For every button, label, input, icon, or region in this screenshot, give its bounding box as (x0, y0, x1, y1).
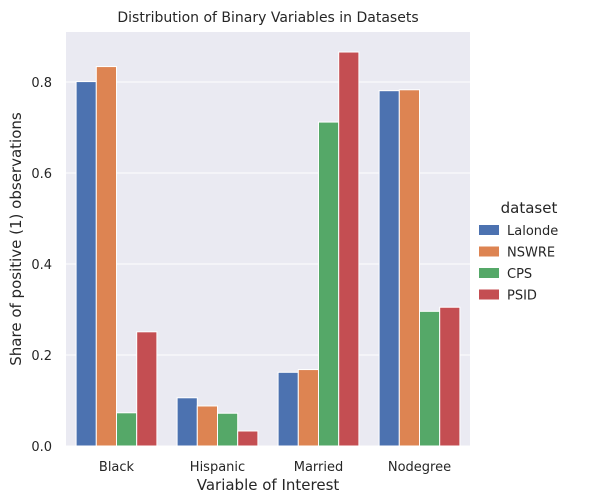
bar-nswre-black (95, 66, 118, 447)
bar-psid-nodegree (439, 306, 461, 447)
legend-swatch (479, 289, 499, 300)
x-tick-label: Nodegree (388, 460, 451, 475)
y-tick-label: 0.0 (31, 440, 52, 455)
y-tick-label: 0.2 (31, 349, 52, 364)
bar-cps-hispanic (217, 412, 239, 447)
legend-title: dataset (501, 199, 558, 217)
bar-cps-married (318, 121, 340, 447)
bar-nswre-married (297, 369, 319, 447)
legend-label: CPS (507, 267, 532, 282)
bar-cps-black (116, 412, 138, 447)
chart-title: Distribution of Binary Variables in Data… (117, 10, 418, 26)
bar-lalonde-nodegree (378, 90, 400, 447)
legend-label: PSID (507, 289, 537, 304)
legend: dataset Lalonde NSWRE CPS PSID (479, 199, 558, 304)
legend-swatch (479, 246, 499, 257)
bar-lalonde-black (75, 81, 97, 447)
y-axis-label: Share of positive (1) observations (7, 112, 25, 366)
legend-label: NSWRE (507, 246, 555, 261)
bar-nswre-nodegree (398, 89, 420, 447)
x-tick-label: Black (99, 460, 135, 475)
legend-swatch (479, 268, 499, 278)
bar-lalonde-married (277, 371, 299, 447)
legend-swatch (479, 225, 499, 235)
bar-nswre-hispanic (196, 405, 219, 447)
bar-cps-nodegree (419, 310, 441, 447)
bar-lalonde-hispanic (176, 397, 198, 447)
bar-psid-hispanic (237, 430, 259, 447)
y-tick-label: 0.4 (31, 258, 52, 273)
y-tick-label: 0.6 (31, 167, 52, 182)
legend-label: Lalonde (507, 224, 558, 239)
bar-psid-married (338, 51, 360, 447)
y-tick-labels: 0.0 0.2 0.4 0.6 0.8 (31, 76, 52, 455)
x-tick-label: Hispanic (190, 460, 245, 475)
x-axis-label: Variable of Interest (197, 476, 340, 494)
bar-psid-black (136, 331, 158, 447)
x-tick-label: Married (294, 460, 344, 475)
y-tick-label: 0.8 (31, 76, 52, 91)
x-tick-labels: Black Hispanic Married Nodegree (99, 460, 451, 475)
bars (75, 51, 461, 447)
